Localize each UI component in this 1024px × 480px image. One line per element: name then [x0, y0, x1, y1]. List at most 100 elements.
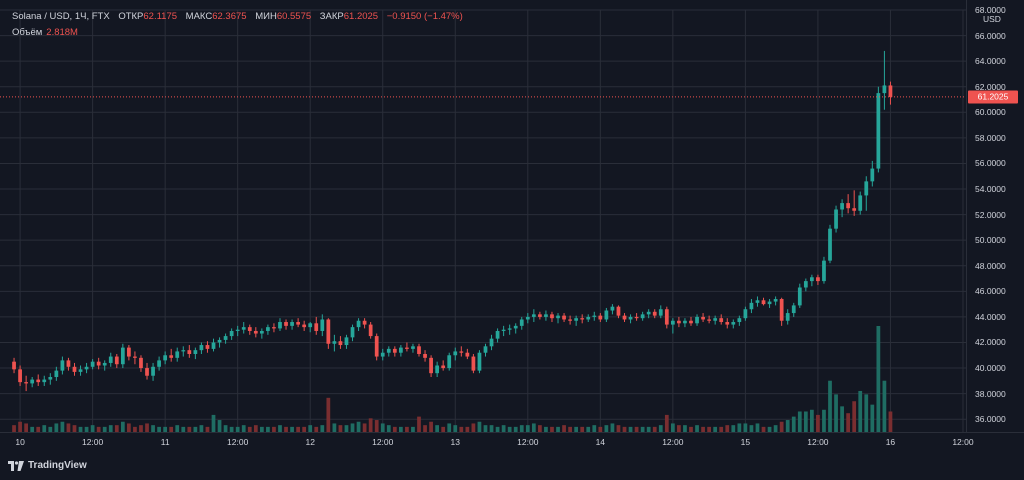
candle-body[interactable]	[634, 316, 639, 319]
candle-body[interactable]	[453, 351, 458, 356]
candle-body[interactable]	[362, 320, 367, 325]
candle-body[interactable]	[846, 203, 851, 209]
candle-body[interactable]	[139, 357, 143, 369]
candle-body[interactable]	[284, 322, 288, 326]
candle-body[interactable]	[598, 315, 603, 320]
candle-body[interactable]	[145, 368, 149, 376]
candle-body[interactable]	[658, 309, 663, 316]
candle-body[interactable]	[447, 355, 452, 369]
candle-body[interactable]	[36, 379, 41, 383]
candle-body[interactable]	[350, 327, 355, 338]
candle-body[interactable]	[767, 301, 772, 305]
candle-body[interactable]	[356, 320, 361, 328]
candle-body[interactable]	[586, 316, 591, 320]
candle-body[interactable]	[477, 352, 482, 371]
candle-body[interactable]	[785, 313, 790, 321]
candle-body[interactable]	[217, 339, 222, 343]
candle-body[interactable]	[338, 341, 343, 346]
candle-body[interactable]	[513, 325, 518, 329]
candle-body[interactable]	[120, 347, 125, 365]
candle-body[interactable]	[707, 319, 711, 321]
candle-body[interactable]	[314, 323, 319, 331]
candle-body[interactable]	[465, 352, 470, 357]
candle-body[interactable]	[411, 346, 415, 349]
candle-body[interactable]	[42, 379, 47, 383]
candle-body[interactable]	[229, 330, 234, 337]
candle-body[interactable]	[24, 382, 29, 384]
candle-body[interactable]	[199, 345, 204, 351]
candle-body[interactable]	[114, 356, 119, 365]
candle-body[interactable]	[435, 365, 440, 374]
candle-body[interactable]	[169, 355, 174, 358]
candle-body[interactable]	[664, 309, 669, 325]
candle-body[interactable]	[429, 357, 433, 374]
candle-body[interactable]	[302, 324, 307, 328]
candle-body[interactable]	[60, 360, 65, 371]
candle-body[interactable]	[392, 348, 397, 353]
candle-body[interactable]	[30, 379, 35, 384]
candle-body[interactable]	[677, 320, 681, 324]
candle-body[interactable]	[882, 85, 887, 94]
candle-body[interactable]	[380, 352, 385, 357]
candle-body[interactable]	[296, 322, 300, 325]
candle-body[interactable]	[235, 329, 240, 331]
candle-body[interactable]	[193, 350, 198, 354]
candle-body[interactable]	[386, 348, 391, 353]
candle-body[interactable]	[592, 315, 597, 317]
candle-body[interactable]	[501, 329, 506, 331]
candle-body[interactable]	[96, 361, 101, 366]
candle-body[interactable]	[368, 324, 373, 337]
candle-body[interactable]	[652, 311, 657, 316]
candle-body[interactable]	[253, 330, 258, 334]
candle-body[interactable]	[133, 356, 137, 358]
candle-body[interactable]	[423, 353, 427, 358]
candle-body[interactable]	[797, 287, 802, 306]
candle-body[interactable]	[507, 328, 512, 330]
candle-body[interactable]	[290, 322, 294, 326]
candle-body[interactable]	[326, 319, 331, 344]
candle-body[interactable]	[822, 260, 826, 282]
candle-body[interactable]	[441, 365, 446, 369]
candle-body[interactable]	[266, 327, 270, 331]
candle-body[interactable]	[834, 209, 838, 229]
candle-body[interactable]	[205, 345, 210, 349]
candle-body[interactable]	[622, 315, 627, 320]
candle-body[interactable]	[66, 360, 71, 367]
candle-body[interactable]	[90, 361, 95, 367]
tradingview-logo[interactable]: TradingView	[8, 460, 87, 471]
candle-body[interactable]	[538, 314, 542, 317]
candle-body[interactable]	[828, 228, 832, 261]
candle-body[interactable]	[495, 330, 500, 339]
candle-body[interactable]	[471, 356, 476, 371]
candle-body[interactable]	[525, 316, 530, 320]
candle-body[interactable]	[604, 310, 609, 320]
candle-body[interactable]	[803, 281, 808, 288]
candle-body[interactable]	[773, 299, 778, 302]
candle-body[interactable]	[102, 362, 107, 366]
candle-body[interactable]	[308, 323, 313, 328]
candle-body[interactable]	[157, 360, 161, 367]
candle-body[interactable]	[181, 350, 186, 352]
currency-label[interactable]: USD	[983, 14, 1001, 24]
candle-body[interactable]	[54, 370, 59, 378]
candle-body[interactable]	[610, 306, 615, 311]
candle-body[interactable]	[840, 203, 844, 210]
candle-body[interactable]	[743, 309, 748, 319]
candle-body[interactable]	[670, 320, 675, 325]
candle-body[interactable]	[628, 316, 633, 320]
candle-body[interactable]	[247, 327, 252, 331]
candle-body[interactable]	[278, 322, 282, 329]
candle-body[interactable]	[175, 351, 180, 358]
candle-body[interactable]	[320, 319, 325, 331]
candle-body[interactable]	[531, 314, 536, 317]
candle-body[interactable]	[689, 320, 693, 324]
candle-body[interactable]	[574, 318, 579, 321]
candle-body[interactable]	[755, 300, 760, 303]
candle-body[interactable]	[876, 93, 881, 169]
candle-body[interactable]	[562, 315, 566, 320]
candle-body[interactable]	[211, 342, 216, 349]
candle-body[interactable]	[519, 319, 524, 326]
candle-body[interactable]	[761, 300, 766, 305]
candle-body[interactable]	[332, 341, 337, 344]
candle-body[interactable]	[713, 318, 718, 321]
